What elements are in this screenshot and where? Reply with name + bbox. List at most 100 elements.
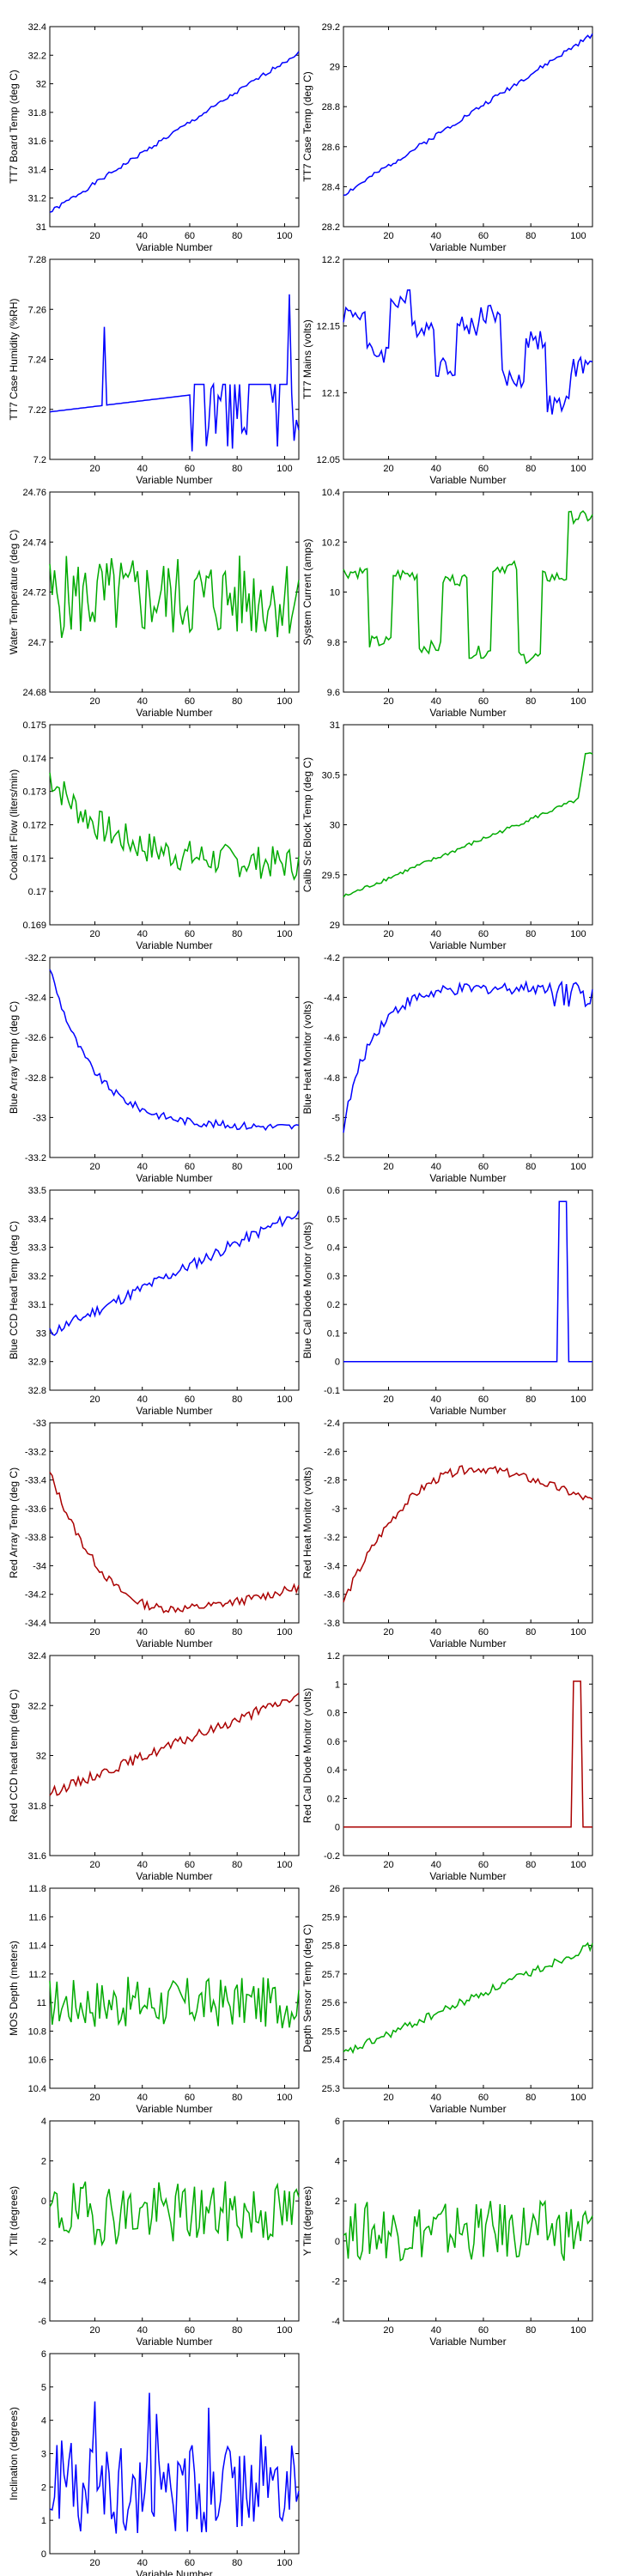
x-tick-label: 60: [185, 1394, 195, 1405]
x-axis-label: Variable Number: [429, 939, 506, 951]
x-axis-label: Variable Number: [136, 1637, 212, 1649]
y-tick-label: 11.4: [28, 1941, 46, 1952]
y-tick-label: 29: [330, 920, 340, 931]
x-tick-label: 100: [570, 231, 586, 241]
y-tick-label: 4: [41, 2416, 46, 2427]
y-tick-label: 0.169: [22, 920, 46, 931]
y-tick-label: 11.6: [28, 1912, 46, 1923]
x-tick-label: 100: [276, 696, 292, 707]
y-tick-label: 25.9: [322, 1912, 340, 1923]
y-tick-label: 11: [37, 1998, 46, 2008]
x-tick-label: 60: [478, 2093, 489, 2103]
y-tick-label: 10.4: [322, 488, 340, 498]
y-tick-label: 31.6: [28, 1851, 46, 1862]
x-tick-label: 80: [232, 231, 242, 241]
y-tick-label: -33.2: [25, 1153, 46, 1163]
y-tick-label: -3: [331, 1504, 340, 1515]
x-axis-label: Variable Number: [429, 241, 506, 253]
subplot-2: 20 40 60 80 100 28.2 28.4 28.6 28.8 29 29.2 Variabl…: [301, 22, 593, 253]
x-tick-label: 20: [89, 1860, 100, 1870]
axes-frame: [49, 1655, 300, 1856]
x-tick-label: 20: [89, 696, 100, 707]
series-line: [49, 556, 300, 638]
y-tick-label: 24.76: [22, 488, 46, 498]
y-tick-label: -34.4: [25, 1619, 46, 1629]
y-tick-label: 11.2: [28, 1970, 46, 1980]
x-tick-label: 80: [526, 2325, 536, 2336]
y-tick-label: 0.4: [327, 1765, 340, 1776]
x-tick-label: 60: [478, 696, 489, 707]
axes-frame: [49, 1189, 300, 1391]
y-tick-label: 7.2: [33, 455, 46, 465]
y-tick-label: 12.05: [316, 455, 340, 465]
y-tick-label: 24.68: [22, 688, 46, 698]
y-axis-label: Y Tilt (degrees): [301, 2186, 313, 2256]
y-tick-label: 0.1: [327, 1328, 340, 1339]
y-axis-label: Red Cal Diode Monitor (volts): [301, 1688, 313, 1823]
subplot-13: 20 40 60 80 100 -34.4 -34.2 -34 -33.8 -33.6 -33.4 -…: [8, 1419, 300, 1649]
subplot-8: 20 40 60 80 100 29 29.5 30 30.5 31 Variable Number…: [301, 720, 593, 951]
y-tick-label: 0.3: [327, 1272, 340, 1282]
y-tick-label: -3.4: [324, 1561, 340, 1571]
x-tick-label: 100: [570, 1162, 586, 1172]
x-axis-label: Variable Number: [136, 939, 212, 951]
subplot-15: 20 40 60 80 100 31.6 31.8 32 32.2 32.4 Variable Nu…: [8, 1651, 300, 1882]
y-tick-label: 25.8: [322, 1941, 340, 1952]
x-tick-label: 60: [478, 929, 489, 939]
x-axis-label: Variable Number: [136, 2103, 212, 2115]
x-tick-label: 80: [232, 696, 242, 707]
y-tick-label: 31: [36, 222, 46, 233]
x-tick-label: 60: [185, 1627, 195, 1637]
x-tick-label: 60: [185, 2325, 195, 2336]
y-tick-label: 30.5: [322, 770, 340, 781]
series-line: [343, 2199, 593, 2262]
y-tick-label: -4.8: [324, 1073, 340, 1084]
series-line: [49, 1977, 300, 2029]
x-tick-label: 80: [526, 1860, 536, 1870]
y-tick-label: 24.72: [22, 588, 46, 598]
x-tick-label: 100: [570, 1394, 586, 1405]
y-tick-label: 33.4: [28, 1214, 46, 1224]
x-tick-label: 80: [232, 1860, 242, 1870]
y-tick-label: 0: [335, 2237, 340, 2247]
series-line: [49, 772, 300, 881]
y-tick-label: 31: [330, 720, 340, 731]
y-tick-label: -2.6: [324, 1447, 340, 1457]
series-line: [343, 980, 593, 1133]
x-tick-label: 100: [276, 2325, 292, 2336]
y-tick-label: 26: [330, 1884, 340, 1894]
x-tick-label: 100: [276, 231, 292, 241]
subplot-18: 20 40 60 80 100 25.3 25.4 25.5 25.6 25.7 25.8 25.9 2…: [301, 1884, 593, 2115]
y-tick-label: -4.2: [324, 953, 340, 963]
x-tick-label: 60: [185, 464, 195, 474]
y-tick-label: 31.8: [28, 108, 46, 118]
y-tick-label: -33.4: [25, 1476, 46, 1486]
x-tick-label: 100: [276, 1162, 292, 1172]
x-tick-label: 80: [232, 2558, 242, 2568]
subplot-1: 20 40 60 80 100 31 31.2 31.4 31.6 31.8 32 32.2 32.4 V…: [8, 22, 300, 253]
y-tick-label: 7.22: [28, 405, 46, 416]
y-axis-label: X Tilt (degrees): [8, 2186, 20, 2256]
y-tick-label: 1.2: [327, 1651, 340, 1662]
y-axis-label: System Current (amps): [301, 538, 313, 645]
y-tick-label: -5: [331, 1113, 340, 1123]
subplot-19: 20 40 60 80 100 -6 -4 -2 0 2 4 Variable Number X Til…: [8, 2117, 300, 2348]
series-line: [343, 510, 593, 665]
subplot-9: 20 40 60 80 100 -33.2 -33 -32.8 -32.6 -32.4 -32.2 V…: [8, 953, 300, 1184]
x-tick-label: 20: [383, 231, 393, 241]
axes-frame: [343, 1887, 593, 2089]
x-tick-label: 60: [478, 231, 489, 241]
x-tick-label: 100: [570, 696, 586, 707]
y-axis-label: Depth Sensor Temp (deg C): [301, 1924, 313, 2052]
y-tick-label: -3.2: [324, 1533, 340, 1543]
y-tick-label: 31.4: [28, 165, 46, 175]
y-tick-label: -32.6: [25, 1033, 46, 1043]
series-line: [49, 2181, 300, 2247]
y-tick-label: 33.2: [28, 1272, 46, 1282]
x-tick-label: 40: [137, 1627, 148, 1637]
x-tick-label: 20: [383, 696, 393, 707]
y-tick-label: 0.8: [327, 1709, 340, 1719]
subplot-16: 20 40 60 80 100 -0.2 0 0.2 0.4 0.6 0.8 1 1.2 Variable…: [301, 1651, 593, 1882]
x-tick-label: 40: [431, 929, 441, 939]
x-tick-label: 20: [383, 2093, 393, 2103]
